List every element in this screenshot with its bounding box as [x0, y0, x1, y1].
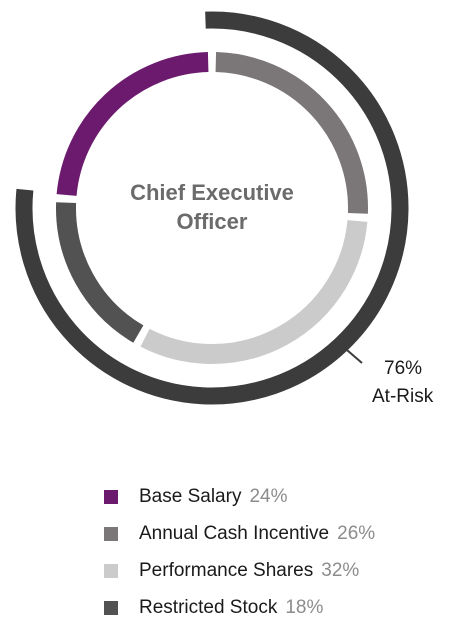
legend-pct-restricted-stock: 18%: [285, 596, 324, 618]
legend-label-annual-cash-incentive: Annual Cash Incentive: [139, 522, 330, 544]
at-risk-label: At-Risk: [372, 386, 434, 407]
donut-chart: Chief Executive Officer Base Salary Annu…: [15, 11, 434, 407]
at-risk-leader-line: [339, 343, 363, 364]
legend-item-performance-shares: Performance Shares 32%: [104, 552, 375, 589]
legend-label-restricted-stock: Restricted Stock: [139, 596, 278, 618]
outer-ring: [15, 11, 409, 405]
legend-pct-base-salary: 24%: [249, 485, 288, 507]
center-title-line-1: Chief Executive: [130, 180, 294, 205]
legend-item-restricted-stock: Restricted Stock 18%: [104, 589, 375, 626]
legend-swatch-annual-cash-incentive: [104, 526, 118, 541]
legend-pct-annual-cash-incentive: 26%: [337, 522, 376, 544]
inner-arc-performance-shares: [140, 220, 368, 364]
legend-label-performance-shares: Performance Shares: [139, 559, 314, 581]
inner-arc-restricted-stock: [56, 202, 144, 343]
legend: Base Salary 24% Annual Cash Incentive 26…: [104, 478, 375, 626]
center-title-line-2: Officer: [177, 209, 248, 234]
legend-pct-performance-shares: 32%: [321, 559, 360, 581]
legend-swatch-restricted-stock: [104, 600, 118, 615]
legend-item-annual-cash-incentive: Annual Cash Incentive 26%: [104, 515, 375, 552]
inner-ring: [56, 52, 368, 364]
legend-item-base-salary: Base Salary 24%: [104, 478, 375, 515]
inner-arc-base-salary: [56, 52, 209, 197]
at-risk-value: 76%: [384, 358, 422, 379]
outer-arc-at-risk: [15, 11, 409, 405]
legend-swatch-base-salary: [104, 489, 118, 504]
legend-swatch-performance-shares: [104, 563, 118, 578]
inner-arc-annual-cash-incentive: [215, 52, 368, 214]
legend-label-base-salary: Base Salary: [139, 485, 242, 507]
